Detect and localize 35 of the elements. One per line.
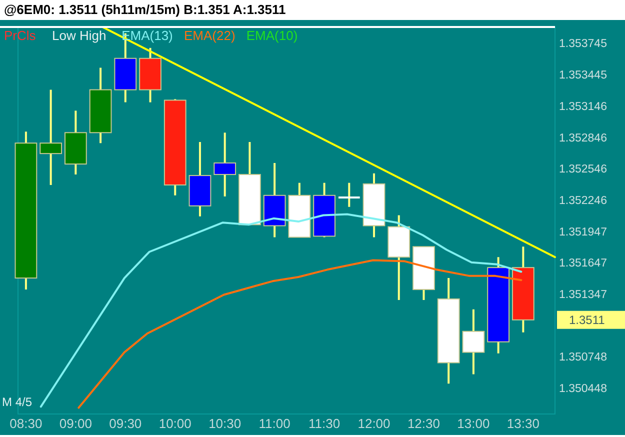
candlestick [40,88,62,186]
y-tick-label: 1.350448 [559,383,607,396]
x-tick-label: 09:30 [109,416,142,431]
candlestick [338,182,360,208]
x-tick-label: 13:00 [457,416,490,431]
line-series [78,259,522,409]
y-tick-label: 1.351947 [559,226,607,238]
x-tick-label: 10:00 [158,416,192,431]
x-tick-label: 12:30 [407,416,440,431]
x-tick-label: 11:30 [308,416,340,431]
x-tick-label: 09:00 [59,416,92,431]
y-tick-label: 1.353445 [559,70,607,82]
y-tick-label: 1.351647 [559,258,607,270]
text: 1.3511 [569,313,606,328]
x-tick-label: 13:30 [506,416,540,431]
y-tick-label: 1.352246 [559,195,607,208]
y-tick-label: 1.352846 [559,132,607,144]
y-tick-label: 1.351347 [559,289,607,302]
y-tick-label: 1.352546 [559,164,607,176]
y-tick-label: 1.353146 [559,100,607,113]
candlestick [462,308,485,376]
x-tick-label: 10:30 [208,416,242,431]
chart-title: @6EM0: 1.3511 (5h11m/15m) B:1.351 A:1.3511 [4,2,286,17]
x-tick-label: 12:00 [358,416,390,431]
line-series [40,213,522,408]
annotation: PrCls [4,28,36,43]
text: EMA(22) [184,28,236,43]
y-tick-label: 1.353745 [559,38,607,50]
candlestick [214,132,236,198]
x-tick-label: 08:30 [10,416,42,431]
y-tick-label: 1.350748 [559,352,607,364]
annotation: EMA(10) [246,28,298,43]
annotation: Low High [52,28,106,43]
x-tick-label: 11:00 [258,416,290,431]
annotation: M 4/5 [2,395,32,409]
